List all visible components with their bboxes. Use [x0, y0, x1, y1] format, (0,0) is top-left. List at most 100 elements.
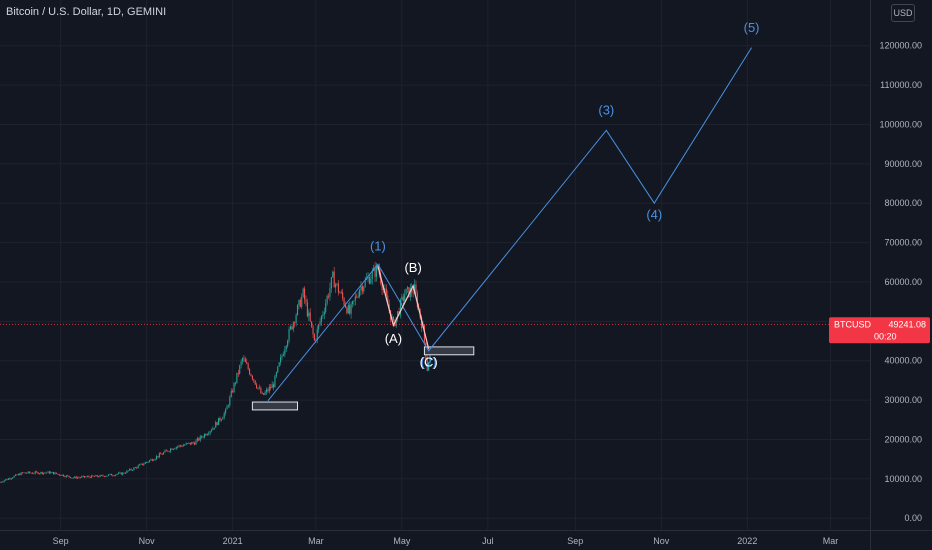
candle-body — [108, 474, 110, 476]
candle-body — [347, 305, 349, 314]
candle-body — [203, 434, 206, 438]
candle-body — [428, 362, 430, 371]
candle-body — [315, 339, 317, 341]
candle-body — [405, 288, 407, 295]
candle-body — [209, 431, 211, 434]
candle-body — [171, 448, 173, 450]
candle-body — [12, 477, 14, 479]
elliott-wave-label: (4) — [646, 207, 662, 222]
candle-body — [416, 293, 418, 308]
candle-body — [151, 459, 153, 461]
candle-body — [223, 413, 225, 418]
candle-body — [354, 296, 356, 301]
candle-body — [415, 284, 417, 294]
candle-body — [298, 299, 300, 306]
candle-body — [381, 283, 383, 291]
candle-body — [130, 468, 132, 470]
candle-body — [105, 476, 107, 477]
elliott-projection-line — [267, 47, 752, 402]
candle-body — [271, 384, 273, 389]
candle-body — [154, 458, 156, 461]
candle-body — [241, 358, 244, 362]
candle-body — [371, 270, 373, 280]
y-tick-label: 0.00 — [904, 513, 922, 523]
candle-body — [119, 472, 121, 474]
candle-body — [163, 452, 165, 455]
candle-body — [251, 375, 253, 380]
candle-body — [122, 472, 124, 475]
y-tick-label: 120000.00 — [879, 41, 922, 51]
price-tag-countdown: 00:20 — [874, 331, 897, 341]
candle-body — [332, 271, 334, 278]
candle-body — [368, 277, 370, 284]
y-tick-label: 80000.00 — [884, 198, 922, 208]
candle-body — [61, 474, 63, 476]
candle-body — [62, 474, 65, 477]
candle-body — [127, 470, 129, 472]
candle-body — [191, 442, 193, 445]
candle-body — [384, 288, 386, 290]
candle-body — [222, 417, 224, 420]
candle-body — [304, 288, 306, 300]
candle-body — [158, 453, 160, 458]
candle-body — [289, 326, 292, 329]
y-tick-label: 40000.00 — [884, 356, 922, 366]
candle-body — [160, 453, 162, 455]
candle-body — [199, 436, 201, 441]
candle-body — [174, 448, 176, 450]
candle-body — [139, 464, 141, 466]
candle-body — [170, 448, 172, 452]
candle-body — [366, 278, 368, 280]
candle-body — [24, 472, 26, 474]
candle-body — [58, 474, 60, 476]
candle-body — [7, 478, 10, 480]
candle-body — [287, 340, 289, 346]
candle-body — [155, 456, 158, 459]
elliott-wave-label: (3) — [598, 103, 614, 118]
candle-body — [356, 296, 358, 298]
candle-body — [264, 392, 266, 395]
candle-body — [185, 443, 187, 445]
candle-body — [77, 477, 79, 479]
candle-body — [274, 375, 276, 388]
candle-body — [205, 434, 207, 436]
candle-body — [57, 473, 59, 475]
x-tick-label: Nov — [653, 536, 670, 546]
candle-body — [250, 374, 252, 376]
candle-body — [237, 372, 239, 374]
candle-body — [357, 296, 359, 298]
candle-body — [367, 277, 369, 279]
candle-body — [53, 471, 55, 475]
candle-body — [346, 307, 348, 314]
x-tick-label: Sep — [567, 536, 583, 546]
candle-body — [397, 311, 399, 318]
candle-body — [309, 312, 311, 322]
candle-body — [402, 296, 404, 301]
candle-body — [182, 445, 184, 447]
candle-body — [239, 365, 241, 374]
candle-body — [64, 476, 66, 478]
candle-body — [220, 419, 222, 421]
candle-body — [258, 387, 260, 389]
candle-body — [120, 472, 122, 475]
candle-body — [361, 286, 363, 292]
candle-body — [291, 326, 293, 330]
candle-body — [295, 315, 297, 323]
candle-body — [296, 305, 299, 316]
candle-body — [0, 481, 1, 483]
candle-body — [302, 288, 304, 297]
candle-body — [333, 271, 335, 288]
candle-body — [260, 388, 262, 394]
candle-body — [133, 467, 135, 470]
candle-body — [429, 351, 431, 363]
candle-body — [2, 481, 4, 483]
candle-body — [165, 450, 167, 452]
candle-body — [82, 475, 84, 477]
candle-body — [299, 299, 301, 307]
candle-body — [215, 422, 217, 428]
candle-body — [364, 279, 366, 287]
candle-body — [67, 475, 69, 477]
candle-body — [93, 476, 96, 477]
currency-badge[interactable]: USD — [891, 4, 915, 22]
